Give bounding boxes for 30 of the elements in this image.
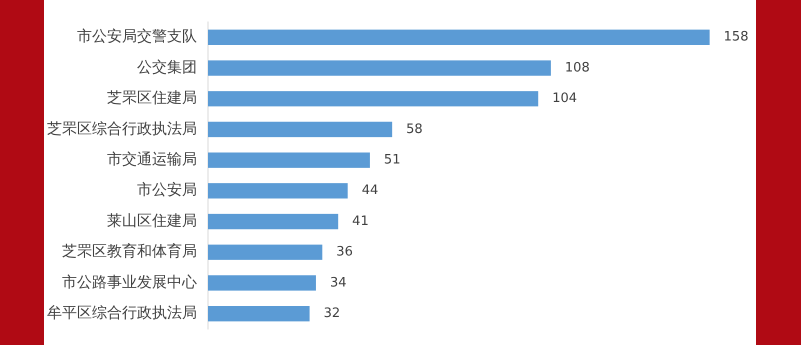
data-label: 34 [330, 275, 346, 290]
bar [208, 30, 710, 46]
y-tick-label: 市公安局交警支队 [77, 27, 197, 46]
bar [208, 214, 338, 230]
bar [208, 122, 392, 138]
data-label: 44 [362, 183, 378, 198]
y-tick-label: 芝罘区综合行政执法局 [47, 119, 197, 138]
data-label: 158 [724, 30, 748, 45]
bar [208, 183, 348, 199]
data-label: 108 [564, 60, 590, 76]
y-tick-label: 市交通运输局 [107, 150, 197, 168]
y-tick-label: 芝罘区教育和体育局 [62, 242, 197, 260]
y-tick-label: 牟平区综合行政执法局 [47, 304, 197, 322]
y-tick-label: 莱山区住建局 [107, 211, 197, 230]
bar [208, 306, 310, 322]
bar [208, 91, 538, 106]
bar [208, 275, 316, 291]
bar [208, 60, 551, 76]
y-tick-label: 市公路事业发展中心 [62, 272, 197, 291]
data-label: 36 [336, 244, 353, 260]
y-tick-label: 市公安局 [137, 180, 197, 199]
data-label: 58 [406, 122, 423, 137]
y-tick-label: 公交集团 [137, 58, 197, 76]
y-tick-label: 芝罘区住建局 [107, 88, 197, 107]
bar [208, 244, 322, 260]
data-label: 32 [324, 306, 340, 322]
data-label: 51 [384, 152, 400, 168]
bar [208, 152, 370, 168]
data-label: 41 [352, 214, 369, 229]
data-label: 104 [552, 91, 578, 106]
